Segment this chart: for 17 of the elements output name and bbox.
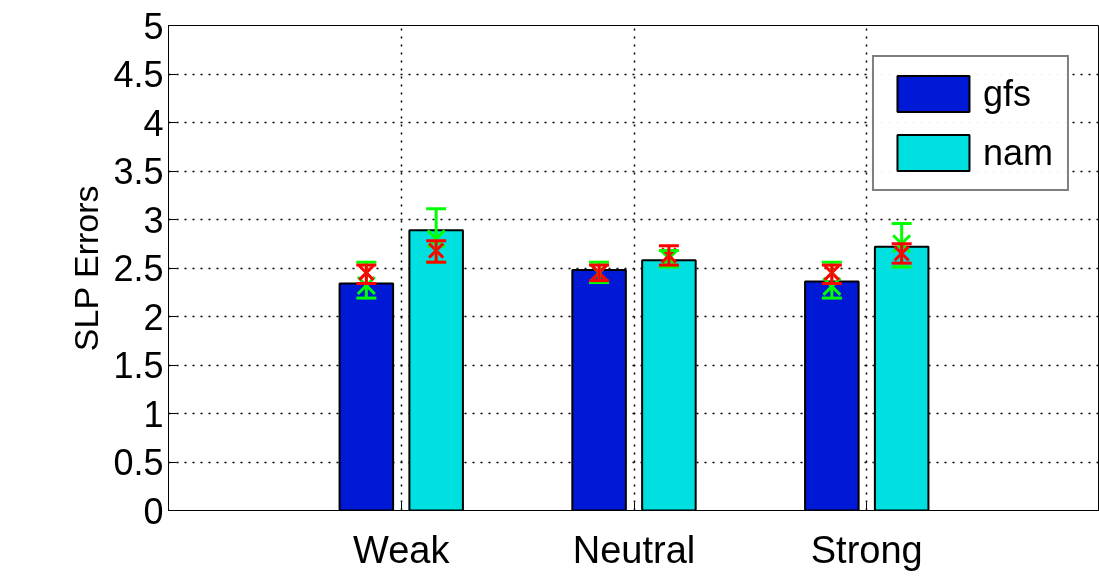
y-tick-label: 3.5 xyxy=(113,151,164,192)
y-tick-label: 2.5 xyxy=(113,248,164,289)
y-tick-label: 2 xyxy=(143,296,164,338)
y-tick-label: 0 xyxy=(143,490,164,532)
legend-label: nam xyxy=(982,131,1053,174)
y-tick-label: 4.5 xyxy=(113,54,164,95)
x-tick-label: Strong xyxy=(810,528,923,571)
y-axis-title: SLP Errors xyxy=(67,185,106,352)
legend-label: gfs xyxy=(982,72,1031,115)
y-tick-label: 1 xyxy=(143,393,164,435)
x-tick-label: Neutral xyxy=(572,528,696,571)
y-tick-label: 5 xyxy=(143,5,164,47)
y-tick-label: 1.5 xyxy=(113,345,164,386)
x-tick-label: Weak xyxy=(353,528,451,571)
y-tick-label: 0.5 xyxy=(113,442,164,483)
y-tick-label: 4 xyxy=(143,102,164,144)
y-tick-label: 3 xyxy=(143,199,164,241)
